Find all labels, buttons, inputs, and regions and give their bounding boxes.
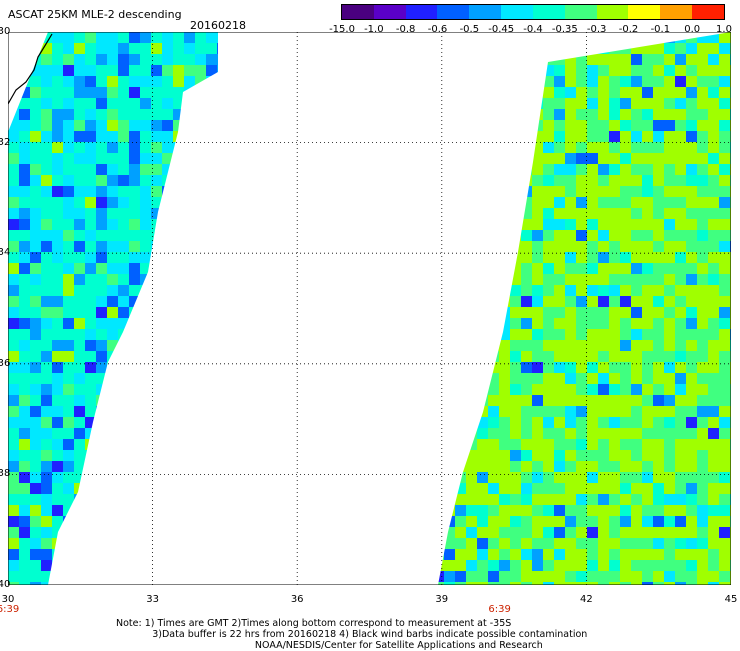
lat-label: -32 (0, 136, 11, 148)
colorbar-label: 1.0 (716, 24, 732, 35)
colorbar-label: -0.35 (551, 24, 578, 35)
colorbar-label: -0.45 (488, 24, 515, 35)
lat-label: -40 (0, 579, 11, 590)
colorbar-label: -0.8 (395, 24, 416, 35)
colorbar-segment (501, 5, 533, 19)
gridlines (8, 32, 731, 585)
lon-label: 36 (290, 594, 304, 605)
colorbar-label: -1.0 (364, 24, 384, 35)
colorbar-segment (692, 5, 724, 19)
east-swath (438, 32, 731, 585)
colorbar-segment (532, 5, 565, 19)
note-line-1: Note: 1) Times are GMT 2)Times along bot… (116, 618, 512, 629)
lat-label: -38 (0, 468, 11, 480)
map-plot (8, 32, 731, 585)
colorbar-label: -0.6 (427, 24, 448, 35)
footnote: Note: 1) Times are GMT 2)Times along bot… (116, 618, 587, 651)
colorbar-segment (405, 5, 438, 19)
colorbar-segment (564, 5, 597, 19)
colorbar-segment (437, 5, 470, 19)
lon-label: 39 (435, 594, 449, 605)
lat-label: -34 (0, 247, 11, 259)
chart-title: ASCAT 25KM MLE-2 descending (8, 8, 182, 21)
note-line-3: NOAA/NESDIS/Center for Satellite Applica… (116, 640, 543, 651)
colorbar-label: -15.0 (329, 24, 355, 35)
coastline (8, 33, 53, 105)
colorbar-label: -0.4 (523, 24, 543, 35)
lon-label: 33 (146, 594, 159, 605)
colorbar-segment (469, 5, 502, 19)
lon-label: 45 (724, 594, 738, 605)
time-label: 6:39 (0, 604, 20, 615)
lon-label: 42 (580, 594, 593, 605)
colorbar (341, 4, 725, 20)
colorbar-segment (660, 5, 693, 19)
chart-date: 20160218 (190, 19, 246, 32)
west-swath (8, 32, 218, 585)
lat-label: -30 (0, 26, 11, 37)
colorbar-segment (596, 5, 629, 19)
colorbar-label: -0.5 (459, 24, 480, 35)
colorbar-segment (373, 5, 406, 19)
lon-label: 30 (1, 594, 15, 605)
time-label: 6:39 (488, 604, 511, 615)
lat-label: -36 (0, 357, 11, 369)
colorbar-label: -0.2 (618, 24, 639, 35)
colorbar-label: -0.3 (586, 24, 607, 35)
colorbar-segment (342, 5, 374, 19)
colorbar-labels: -15.0 -1.0 -0.8 -0.6 -0.5 -0.45 -0.4 -0.35 -0.3-… (328, 24, 738, 36)
note-line-2: 3)Data buffer is 22 hrs from 20160218 4)… (116, 629, 588, 640)
colorbar-label: 0.0 (684, 24, 701, 35)
colorbar-label: -0.1 (650, 24, 671, 35)
colorbar-segment (628, 5, 661, 19)
